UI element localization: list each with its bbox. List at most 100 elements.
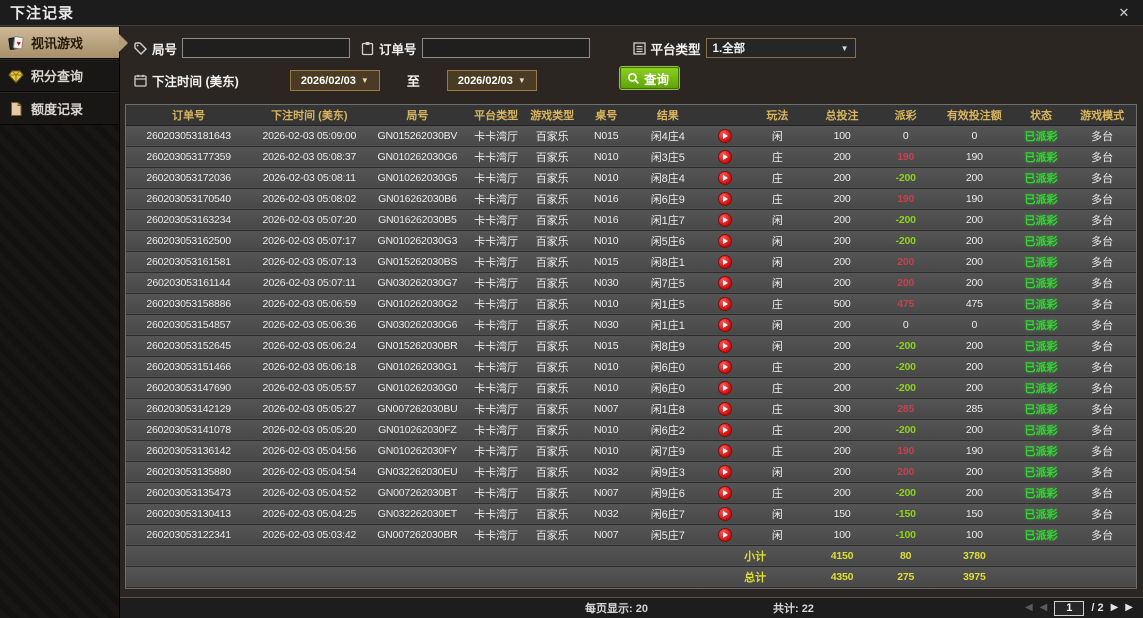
- platform-type-select[interactable]: 1.全部 ▼: [705, 38, 856, 58]
- table-row: 260203053177359 2026-02-03 05:08:37 GN0102…: [126, 146, 1136, 168]
- cell-platform: 卡卡湾厅: [467, 167, 525, 189]
- cell-valid-bet: 200: [934, 419, 1014, 441]
- cell-round-id: GN010262030FZ: [367, 419, 468, 441]
- cell-order-id: 260203053162500: [126, 230, 252, 252]
- platform-type-label: 平台类型: [650, 42, 701, 57]
- table-body: 260203053181643 2026-02-03 05:09:00 GN0152…: [126, 125, 1136, 588]
- cell-play: [702, 503, 748, 525]
- sidebar-item-video-games[interactable]: ♥ 视讯游戏: [0, 26, 128, 59]
- cell-platform: 卡卡湾厅: [467, 461, 525, 483]
- play-icon: [722, 237, 728, 244]
- last-page-icon[interactable]: ▶: [1125, 602, 1133, 613]
- next-page-icon[interactable]: ▶: [1110, 602, 1119, 613]
- date-to-picker[interactable]: 2026/02/03 ▼: [446, 70, 537, 91]
- cell-round-id: GN007262030BU: [367, 398, 468, 420]
- play-video-button[interactable]: [717, 128, 732, 143]
- play-icon: [722, 405, 728, 412]
- sidebar-item-quota-records[interactable]: 额度记录: [0, 92, 119, 125]
- cell-status: 已派彩: [1013, 167, 1069, 189]
- search-button-label: 查询: [644, 72, 670, 87]
- play-video-button[interactable]: [717, 212, 732, 227]
- grand-total-row-payout: 275: [876, 566, 935, 588]
- order-no-input[interactable]: [421, 38, 590, 58]
- cell-result: 闲6庄0: [632, 377, 703, 399]
- cell-payout: 200: [876, 461, 935, 483]
- cell-play: [702, 230, 748, 252]
- play-video-button[interactable]: [717, 191, 732, 206]
- cell-result: 闲4庄4: [632, 125, 703, 147]
- cell-status: 已派彩: [1013, 125, 1069, 147]
- cell-game-type: 百家乐: [524, 188, 580, 210]
- cell-game-mode: 多台: [1068, 167, 1136, 189]
- col-header-game-mode: 游戏模式: [1068, 105, 1136, 126]
- play-video-button[interactable]: [717, 317, 732, 332]
- play-icon: [722, 468, 728, 475]
- date-from-picker[interactable]: 2026/02/03 ▼: [289, 70, 380, 91]
- play-video-button[interactable]: [717, 527, 732, 542]
- calendar-icon: [133, 73, 148, 88]
- play-video-button[interactable]: [717, 464, 732, 479]
- cell-status: 已派彩: [1013, 377, 1069, 399]
- play-video-button[interactable]: [717, 233, 732, 248]
- play-icon: [722, 363, 728, 370]
- cell-payout: -200: [876, 377, 935, 399]
- play-video-button[interactable]: [717, 170, 732, 185]
- sidebar: ♥ 视讯游戏 积分查询 额度记录: [0, 26, 128, 618]
- play-video-button[interactable]: [717, 422, 732, 437]
- cell-order-id: 260203053147690: [126, 377, 252, 399]
- cell-table-no: N010: [579, 230, 633, 252]
- cell-table-no: N016: [579, 188, 633, 210]
- cell-game-mode: 多台: [1068, 440, 1136, 462]
- first-page-icon[interactable]: ◀: [1024, 602, 1033, 613]
- play-video-button[interactable]: [717, 380, 732, 395]
- cell-total-bet: 500: [807, 293, 877, 315]
- cell-result: 闲7庄5: [632, 272, 703, 294]
- table-row: 260203053151466 2026-02-03 05:06:18 GN0102…: [126, 356, 1136, 378]
- col-header-play: [702, 105, 748, 126]
- diamond-icon: [8, 68, 24, 84]
- play-icon: [722, 174, 728, 181]
- cell-game-type: 百家乐: [524, 125, 580, 147]
- cell-round-id: GN015262030BV: [367, 125, 468, 147]
- round-no-input[interactable]: [182, 38, 351, 58]
- document-icon: [8, 101, 24, 117]
- cell-result: 闲5庄6: [632, 230, 703, 252]
- play-video-button[interactable]: [717, 296, 732, 311]
- play-video-button[interactable]: [717, 359, 732, 374]
- close-icon[interactable]: ✕: [1118, 4, 1130, 20]
- cell-play-type: 闲: [747, 125, 808, 147]
- play-video-button[interactable]: [717, 275, 732, 290]
- cell-game-type: 百家乐: [524, 209, 580, 231]
- cell-valid-bet: 200: [934, 356, 1014, 378]
- pagination-footer: 每页显示: 20 共计: 22 ◀ ◀ / 2 ▶ ▶: [120, 597, 1143, 618]
- cell-game-mode: 多台: [1068, 482, 1136, 504]
- cell-round-id: GN015262030BS: [367, 251, 468, 273]
- play-video-button[interactable]: [717, 338, 732, 353]
- table-row: 260203053170540 2026-02-03 05:08:02 GN0162…: [126, 188, 1136, 210]
- cell-play: [702, 146, 748, 168]
- cell-platform: 卡卡湾厅: [467, 440, 525, 462]
- filter-bar: 局号 订单号 平台类型 1.全部 ▼: [120, 26, 1143, 102]
- cell-play: [702, 125, 748, 147]
- play-video-button[interactable]: [717, 443, 732, 458]
- cell-round-id: GN010262030FY: [367, 440, 468, 462]
- col-header-platform: 平台类型: [467, 105, 525, 126]
- play-video-button[interactable]: [717, 149, 732, 164]
- page-number-input[interactable]: [1054, 600, 1085, 616]
- cell-bet-time: 2026-02-03 05:07:13: [251, 251, 368, 273]
- cell-game-mode: 多台: [1068, 146, 1136, 168]
- play-video-button[interactable]: [717, 485, 732, 500]
- play-video-button[interactable]: [717, 506, 732, 521]
- pager: ◀ ◀ / 2 ▶ ▶: [1024, 600, 1143, 616]
- sidebar-item-points-query[interactable]: 积分查询: [0, 59, 119, 92]
- bet-records-table-wrap: 订单号 下注时间 (美东) 局号 平台类型 游戏类型 桌号 结果 玩法 总投注 派彩 有效投注额 状态…: [125, 104, 1137, 589]
- play-video-button[interactable]: [717, 401, 732, 416]
- prev-page-icon[interactable]: ◀: [1039, 602, 1048, 613]
- play-video-button[interactable]: [717, 254, 732, 269]
- search-button[interactable]: 查询: [618, 66, 681, 90]
- cell-table-no: N010: [579, 377, 633, 399]
- cell-total-bet: 200: [807, 356, 877, 378]
- cell-valid-bet: 200: [934, 461, 1014, 483]
- cell-payout: 285: [876, 398, 935, 420]
- cell-status: 已派彩: [1013, 335, 1069, 357]
